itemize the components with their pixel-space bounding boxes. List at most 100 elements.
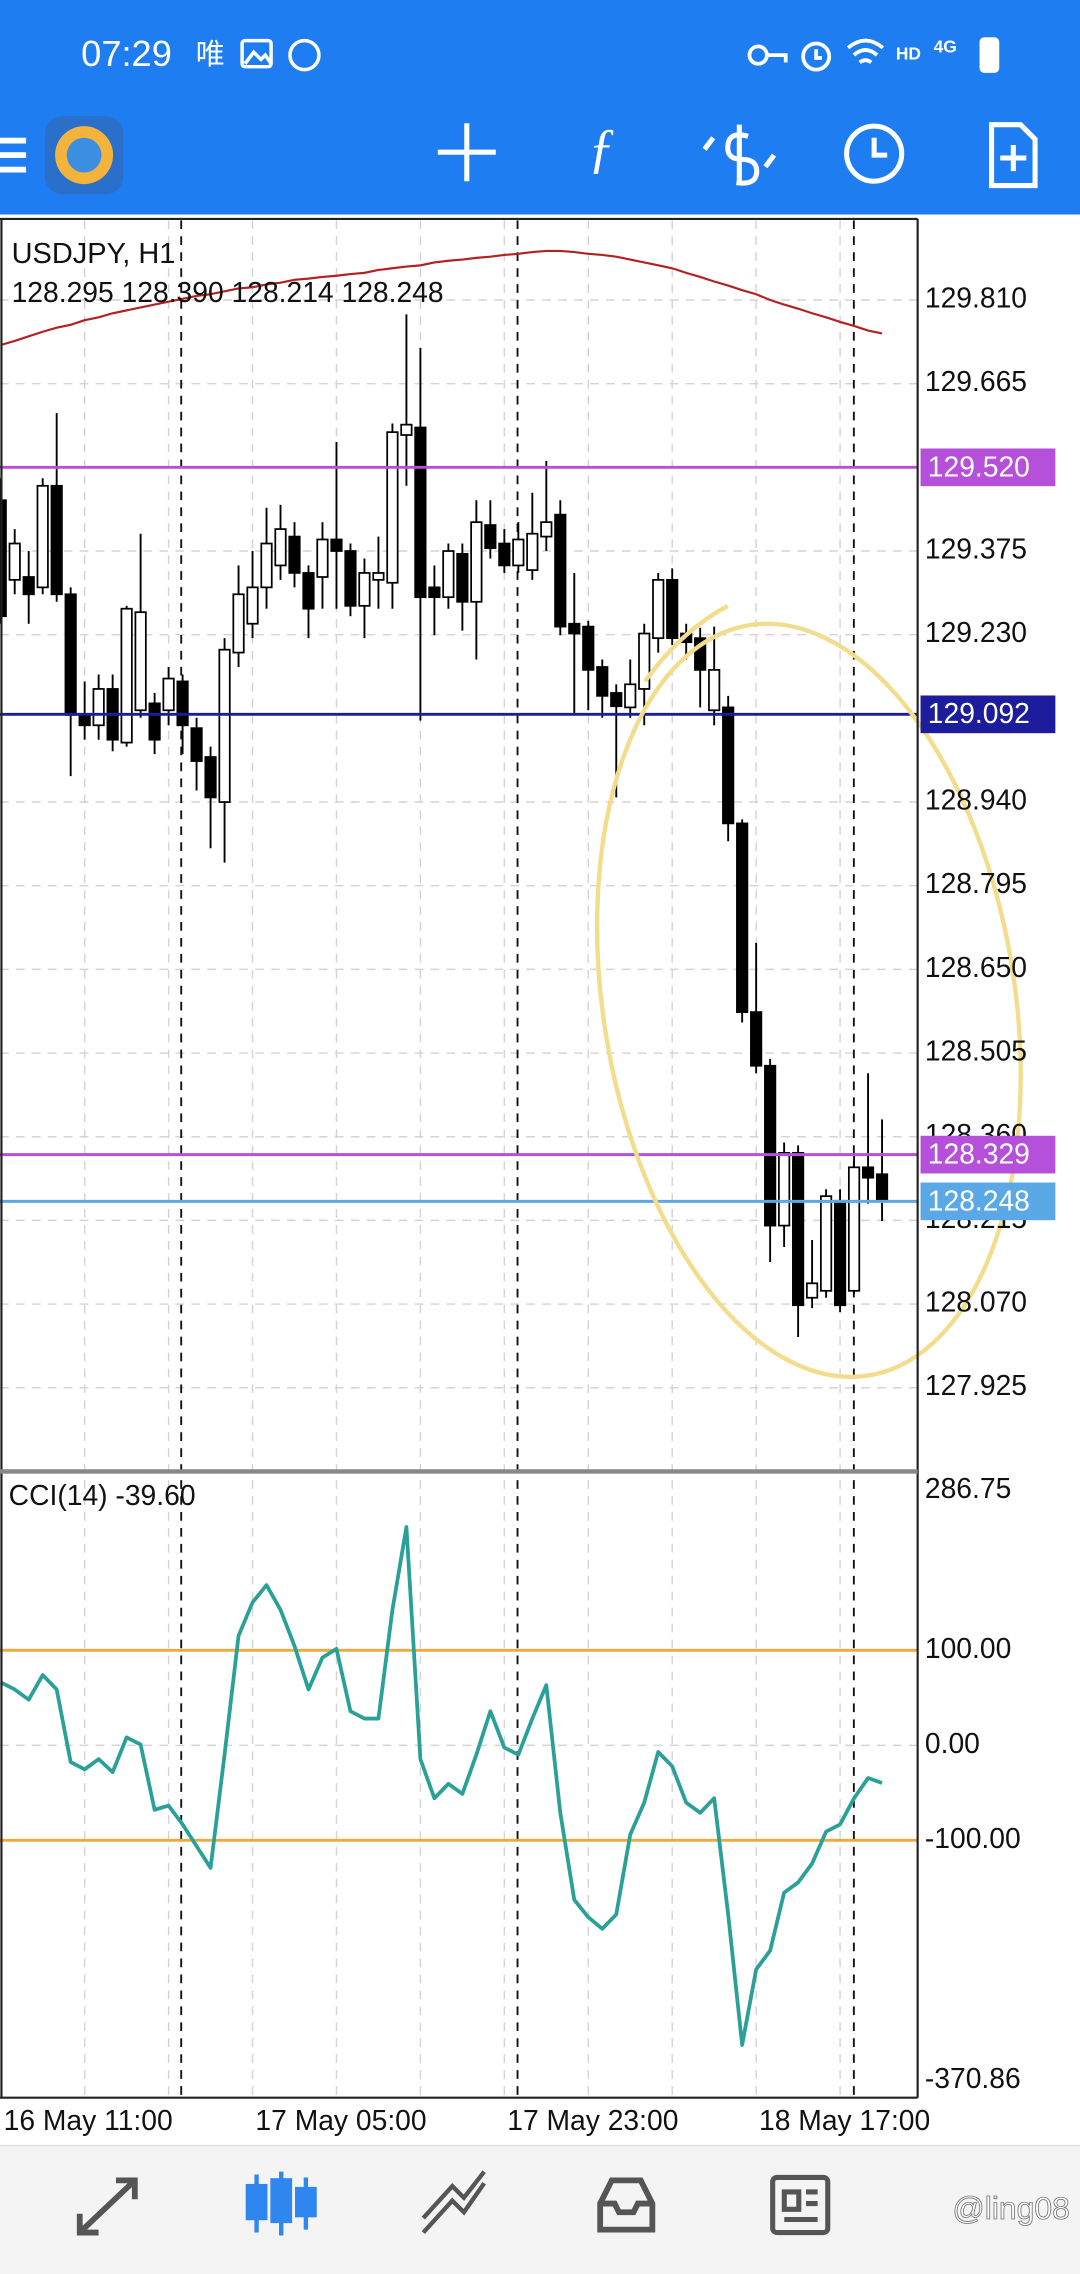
indicator-title: CCI(14) -39.60	[9, 1479, 196, 1511]
candle-body	[666, 578, 679, 640]
candle-body	[596, 666, 609, 697]
grid	[0, 220, 918, 2099]
candle-body	[806, 1282, 819, 1299]
candle-body	[498, 542, 511, 567]
candle-body	[302, 572, 315, 610]
candle-body	[344, 550, 357, 607]
candle-body	[372, 572, 385, 581]
timeframe-button[interactable]	[844, 123, 905, 184]
candle-body	[274, 528, 287, 567]
new-order-button[interactable]	[989, 122, 1038, 189]
nav-news[interactable]	[770, 2174, 831, 2236]
y-tick-label: 128.940	[925, 784, 1027, 816]
price-level-box	[920, 1135, 1056, 1174]
candle-body	[288, 535, 301, 574]
candle-body	[582, 625, 595, 671]
nav-chart[interactable]	[245, 2171, 317, 2236]
candle-body	[400, 423, 413, 436]
candle-body	[694, 637, 707, 671]
candle-body	[64, 593, 77, 716]
candle-body	[246, 586, 259, 625]
status-network: HD	[896, 44, 921, 64]
y-tick-label: 286.75	[925, 1472, 1011, 1504]
moving-average	[0, 249, 883, 347]
candle-body	[442, 550, 455, 599]
price-level-label: 128.329	[928, 1138, 1030, 1170]
candle-body	[428, 586, 441, 599]
price-level-label: 128.248	[928, 1184, 1030, 1216]
y-tick-label: 129.665	[925, 365, 1027, 397]
hand-drawn-annotation	[594, 604, 1023, 1379]
candle-body	[414, 426, 427, 599]
frame	[0, 217, 919, 2099]
candle-body	[610, 692, 623, 708]
candle-body	[316, 538, 329, 578]
bottom-nav	[0, 2145, 1080, 2274]
nav-trade[interactable]	[421, 2170, 486, 2235]
candle-body	[176, 680, 189, 727]
trade-button[interactable]	[702, 124, 777, 186]
candle-body	[861, 1166, 875, 1179]
status-app-icon: 唯	[196, 38, 225, 71]
x-tick-label: 18 May 17:00	[759, 2104, 930, 2136]
watermark: @ling08	[952, 2190, 1069, 2226]
candle-body	[92, 688, 105, 727]
day-separators	[180, 220, 855, 2098]
menu-button[interactable]	[0, 137, 27, 173]
candle-body	[232, 593, 245, 654]
candle-body	[847, 1166, 861, 1292]
candle-body	[358, 572, 371, 607]
candle-body	[875, 1173, 889, 1203]
candle-body	[778, 1152, 791, 1227]
candle-body	[78, 714, 91, 727]
y-tick-label: 129.810	[925, 281, 1027, 313]
candle-body	[22, 576, 35, 596]
chart-ohlc: 128.295 128.390 128.214 128.248	[12, 276, 444, 308]
candle-body	[540, 521, 553, 538]
y-tick-label: 129.230	[925, 616, 1027, 648]
candle-body	[148, 702, 161, 741]
y-tick-label: 129.375	[925, 532, 1027, 564]
y-tick-label: -370.86	[925, 2062, 1021, 2094]
x-tick-label: 16 May 11:00	[4, 2104, 173, 2136]
chart-title: USDJPY, H1	[12, 238, 176, 270]
nav-history[interactable]	[597, 2177, 656, 2233]
price-level-box	[920, 695, 1056, 734]
candle-body	[8, 542, 21, 581]
y-tick-label: 127.925	[925, 1369, 1027, 1401]
candle-body	[652, 578, 665, 640]
app-logo[interactable]	[44, 115, 124, 195]
candle-body	[386, 431, 399, 584]
candle-body	[260, 542, 273, 589]
y-tick-label: -100.00	[925, 1822, 1021, 1854]
y-tick-label: 0.00	[925, 1727, 980, 1759]
x-tick-label: 17 May 05:00	[255, 2104, 426, 2136]
candle-body	[722, 706, 735, 825]
candle-body	[484, 524, 497, 549]
candle-body	[120, 607, 133, 744]
status-time: 07:29	[81, 33, 172, 74]
labels: 129.810 129.665 129.375 129.230 128.940 128.7…	[4, 281, 1056, 2136]
y-tick-label: 128.795	[925, 867, 1027, 899]
status-signal: 4G	[934, 36, 957, 56]
status-icons-left	[240, 38, 321, 72]
status-icons-right	[747, 37, 1000, 73]
candle-body	[204, 756, 217, 799]
candle-body	[833, 1199, 847, 1307]
nav-quotes[interactable]	[76, 2177, 138, 2236]
candle-body	[750, 1011, 763, 1067]
candle-body	[134, 611, 147, 712]
crosshair-button[interactable]	[437, 123, 496, 182]
candle-body	[764, 1064, 777, 1227]
candle-body	[162, 677, 175, 712]
candle-body	[36, 484, 49, 589]
candle-body	[330, 538, 343, 552]
price-level-box	[920, 448, 1056, 487]
candle-body	[470, 521, 483, 603]
y-tick-label: 128.070	[925, 1286, 1027, 1318]
candle-body	[820, 1195, 833, 1292]
toolbar: ƒ	[0, 115, 1038, 195]
indicators-button[interactable]: ƒ	[588, 117, 616, 178]
